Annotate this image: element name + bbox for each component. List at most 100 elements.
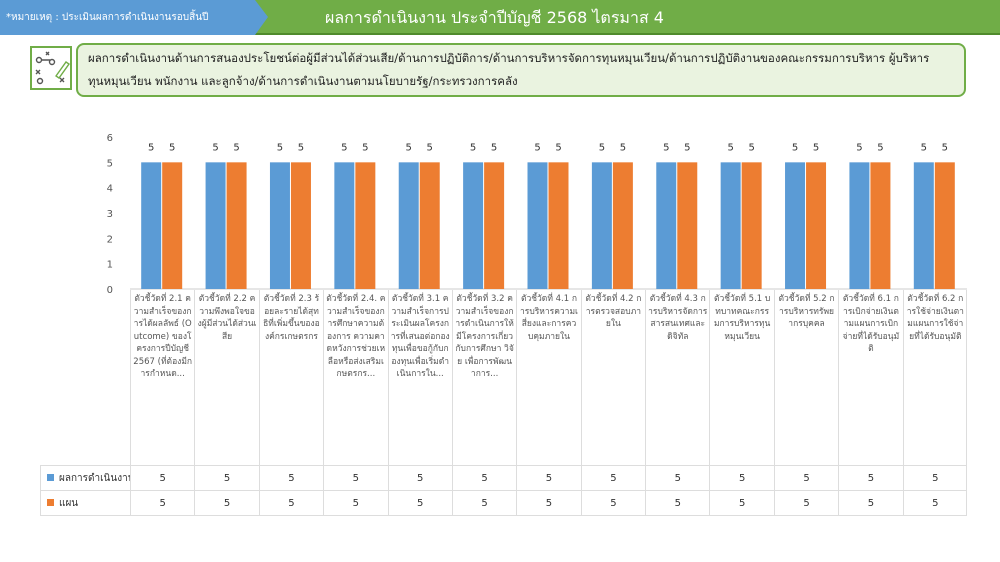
category-label: ตัวชี้วัดที่ 2.1 ความสำเร็จของการได้ผลลั… — [130, 290, 194, 465]
header-bar: *หมายเหตุ : ประเมินผลการดำเนินงานรอบสิ้น… — [0, 0, 1000, 35]
category-label: ตัวชี้วัดที่ 3.1 ความสำเร็จการประเมินผลโ… — [387, 290, 452, 465]
y-tick-label: 5 — [107, 158, 113, 169]
table-cell: 5 — [580, 465, 646, 490]
data-label: 5 — [298, 142, 304, 153]
table-cell: 5 — [773, 490, 839, 515]
bar-plan — [934, 162, 955, 289]
data-label: 5 — [942, 142, 948, 153]
category-label: ตัวชี้วัดที่ 4.2 การตรวจสอบภายใน — [580, 290, 645, 465]
data-label: 5 — [877, 142, 883, 153]
note-label: *หมายเหตุ : ประเมินผลการดำเนินงานรอบสิ้น… — [6, 12, 209, 23]
bar-plan — [162, 162, 183, 289]
description-box: ผลการดำเนินงานด้านการสนองประโยชน์ต่อผู้ม… — [76, 43, 966, 97]
legend-label: ผลการดำเนินงาน — [59, 473, 130, 484]
data-label: 5 — [856, 142, 862, 153]
data-label: 5 — [727, 142, 733, 153]
bar-actual — [849, 162, 870, 289]
data-label: 5 — [427, 142, 433, 153]
bar-actual — [656, 162, 677, 289]
data-label: 5 — [341, 142, 347, 153]
table-cell: 5 — [902, 465, 967, 490]
legend-entry: ผลการดำเนินงาน — [40, 465, 130, 490]
data-label: 5 — [491, 142, 497, 153]
table-cell: 5 — [387, 490, 452, 515]
table-cell: 5 — [516, 465, 581, 490]
bar-actual — [785, 162, 806, 289]
y-tick-label: 3 — [107, 209, 113, 220]
table-cell: 5 — [451, 465, 517, 490]
table-cell: 5 — [194, 465, 259, 490]
y-tick-label: 4 — [107, 184, 113, 195]
y-tick-label: 2 — [107, 234, 113, 245]
bar-plan — [548, 162, 569, 289]
bar-plan — [677, 162, 698, 289]
table-cell: 5 — [516, 490, 581, 515]
data-label: 5 — [212, 142, 218, 153]
category-label: ตัวชี้วัดที่ 2.2 ความพึงพอใจของผู้มีส่วน… — [194, 290, 258, 465]
bar-plan — [226, 162, 247, 289]
data-label: 5 — [470, 142, 476, 153]
table-cell: 5 — [130, 490, 195, 515]
table-cell: 5 — [902, 490, 967, 515]
bar-plan — [355, 162, 376, 289]
bar-plan — [806, 162, 827, 289]
y-tick-label: 1 — [107, 260, 113, 271]
bar-actual — [591, 162, 612, 289]
y-tick-label: 0 — [107, 285, 113, 296]
table-cell: 5 — [645, 465, 710, 490]
data-label: 5 — [169, 142, 175, 153]
table-cell: 5 — [580, 490, 646, 515]
table-cell: 5 — [258, 465, 324, 490]
data-label: 5 — [362, 142, 368, 153]
bar-actual — [269, 162, 290, 289]
bar-actual — [720, 162, 741, 289]
bar-actual — [463, 162, 484, 289]
bar-plan — [484, 162, 505, 289]
legend-label: แผน — [59, 498, 79, 509]
bar-actual — [205, 162, 226, 289]
table-cell: 5 — [451, 490, 517, 515]
category-label: ตัวชี้วัดที่ 6.1 การเบิกจ่ายเงินตามแผนกา… — [838, 290, 902, 465]
category-label: ตัวชี้วัดที่ 4.3 การบริหารจัดการสารสนเทศ… — [645, 290, 709, 465]
data-label: 5 — [620, 142, 626, 153]
category-label: ตัวชี้วัดที่ 2.3 ร้อยละรายได้สุทธิที่เพิ… — [258, 290, 323, 465]
strategy-board-icon — [30, 46, 72, 90]
data-label: 5 — [534, 142, 540, 153]
table-cell: 5 — [258, 490, 324, 515]
table-cell: 5 — [323, 490, 388, 515]
note-tab: *หมายเหตุ : ประเมินผลการดำเนินงานรอบสิ้น… — [0, 0, 268, 35]
bar-plan — [419, 162, 440, 289]
data-label: 5 — [233, 142, 239, 153]
table-border — [40, 515, 967, 516]
table-cell: 5 — [194, 490, 259, 515]
table-cell: 5 — [838, 465, 903, 490]
category-label: ตัวชี้วัดที่ 5.1 บทบาทคณะกรรมการบริหารทุ… — [709, 290, 773, 465]
bar-actual — [141, 162, 162, 289]
bar-actual — [334, 162, 355, 289]
legend-entry: แผน — [40, 490, 130, 515]
page-title: ผลการดำเนินงาน ประจำปีบัญชี 2568 ไตรมาส … — [325, 8, 664, 27]
table-cell: 5 — [387, 465, 452, 490]
bar-actual — [913, 162, 934, 289]
bar-actual — [398, 162, 419, 289]
data-label: 5 — [555, 142, 561, 153]
legend-swatch — [47, 499, 54, 506]
table-cell: 5 — [130, 465, 195, 490]
data-label: 5 — [148, 142, 154, 153]
data-label: 5 — [599, 142, 605, 153]
table-cell: 5 — [709, 465, 774, 490]
bar-plan — [741, 162, 762, 289]
category-label: ตัวชี้วัดที่ 6.2 การใช้จ่ายเงินตามแผนการ… — [902, 290, 967, 465]
bar-plan — [290, 162, 311, 289]
legend-swatch — [47, 474, 54, 481]
data-label: 5 — [813, 142, 819, 153]
bar-plan — [612, 162, 633, 289]
category-label: ตัวชี้วัดที่ 2.4. ความสำเร็จของการศึกษาค… — [323, 290, 387, 465]
data-label: 5 — [921, 142, 927, 153]
table-cell: 5 — [773, 465, 839, 490]
bar-plan — [870, 162, 891, 289]
category-label: ตัวชี้วัดที่ 4.1 การบริหารความเสี่ยงและก… — [516, 290, 580, 465]
table-cell: 5 — [645, 490, 710, 515]
y-tick-label: 6 — [107, 133, 113, 144]
